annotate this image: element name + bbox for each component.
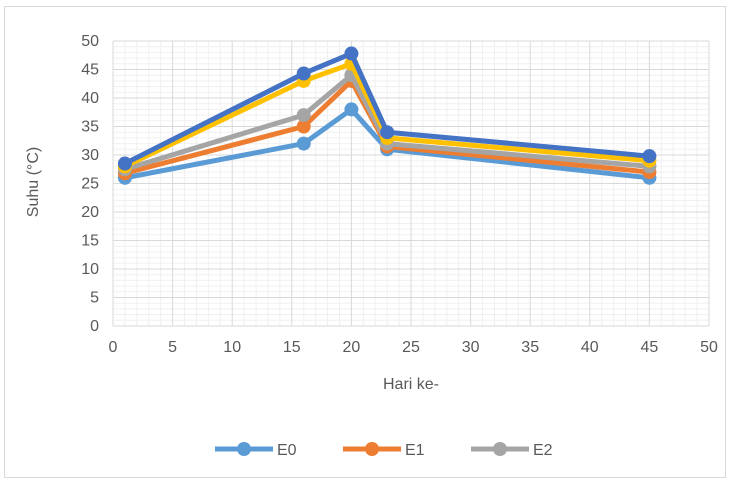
legend-marker xyxy=(365,442,379,456)
y-axis-label: Suhu (°C) xyxy=(25,147,42,217)
y-tick-label: 0 xyxy=(90,318,99,335)
series-unlabeled-4 xyxy=(117,46,657,171)
data-point xyxy=(380,125,395,140)
y-tick-label: 40 xyxy=(81,90,99,107)
y-tick-label: 10 xyxy=(81,261,99,278)
x-tick-label: 50 xyxy=(700,339,718,356)
x-tick-label: 40 xyxy=(581,339,599,356)
x-tick-label: 30 xyxy=(462,339,480,356)
legend: E0 E1 E2 xyxy=(215,442,553,459)
legend-item: E0 xyxy=(215,442,297,459)
series xyxy=(117,46,657,185)
legend-marker xyxy=(237,442,251,456)
gridlines xyxy=(112,40,710,327)
y-tick-label: 5 xyxy=(90,290,99,307)
data-point xyxy=(296,108,311,123)
x-tick-label: 5 xyxy=(168,339,177,356)
x-axis-label: Hari ke- xyxy=(383,376,439,393)
x-tick-label: 45 xyxy=(641,339,659,356)
tick-labels: 0 5 10 15 20 25 30 35 40 45 50 0 5 10 15 20 25 30 35 40 45 50 xyxy=(81,33,718,356)
y-tick-label: 45 xyxy=(81,62,99,79)
y-tick-label: 50 xyxy=(81,33,99,50)
data-point xyxy=(344,102,359,117)
legend-label: E1 xyxy=(405,442,425,459)
x-tick-label: 0 xyxy=(109,339,118,356)
legend-item: E2 xyxy=(471,442,553,459)
data-point xyxy=(642,149,657,164)
data-point xyxy=(296,136,311,151)
y-tick-label: 15 xyxy=(81,233,99,250)
legend-label: E0 xyxy=(277,442,297,459)
data-point xyxy=(296,66,311,81)
y-tick-label: 25 xyxy=(81,176,99,193)
data-point xyxy=(344,46,359,61)
y-tick-label: 30 xyxy=(81,147,99,164)
y-tick-label: 20 xyxy=(81,204,99,221)
legend-item: E1 xyxy=(343,442,425,459)
legend-marker xyxy=(493,442,507,456)
data-point xyxy=(117,156,132,171)
x-tick-label: 15 xyxy=(283,339,301,356)
legend-label: E2 xyxy=(533,442,553,459)
chart-frame: 0 5 10 15 20 25 30 35 40 45 50 0 5 10 15 20 25 30 35 40 45 50… xyxy=(4,6,726,478)
x-tick-label: 35 xyxy=(521,339,539,356)
x-tick-label: 10 xyxy=(223,339,241,356)
x-tick-label: 20 xyxy=(343,339,361,356)
x-tick-label: 25 xyxy=(402,339,420,356)
data-point xyxy=(296,119,311,134)
y-tick-label: 35 xyxy=(81,119,99,136)
line-chart: 0 5 10 15 20 25 30 35 40 45 50 0 5 10 15 20 25 30 35 40 45 50… xyxy=(25,33,718,459)
